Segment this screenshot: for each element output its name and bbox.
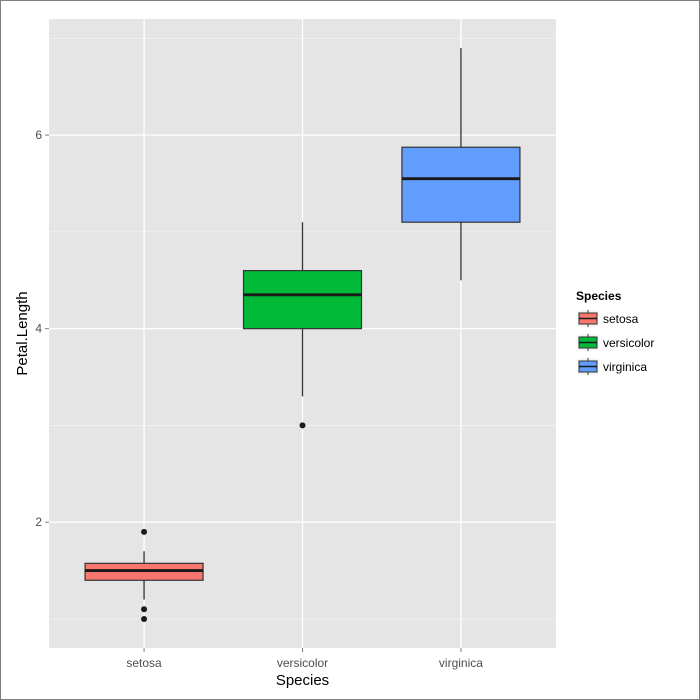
outlier-point (141, 528, 148, 535)
legend-label: virginica (603, 360, 647, 374)
box-setosa (84, 528, 204, 622)
outlier-point (299, 422, 306, 429)
box-versicolor (242, 222, 363, 429)
legend-key-versicolor (576, 333, 600, 352)
y-axis-title: Petal.Length (14, 291, 31, 375)
y-tick-label: 6 (35, 128, 42, 142)
box-virginica (401, 48, 521, 281)
y-tick-label: 4 (35, 322, 42, 336)
legend-label: versicolor (603, 336, 654, 350)
boxes-layer (84, 48, 521, 622)
x-axis: setosa versicolor virginica (126, 648, 483, 670)
x-tick-label: setosa (126, 656, 162, 670)
box-iqr (242, 270, 363, 330)
outlier-point (141, 615, 148, 622)
box-iqr (401, 146, 521, 223)
legend-key-setosa (576, 309, 600, 328)
y-axis: 2 4 6 (35, 128, 49, 529)
x-axis-title: Species (276, 672, 329, 689)
legend: Species setosa versicolor virginica (576, 289, 654, 376)
outlier-point (141, 606, 148, 613)
x-tick-label: versicolor (277, 656, 328, 670)
legend-label: setosa (603, 312, 639, 326)
y-tick-label: 2 (35, 515, 42, 529)
legend-key-virginica (576, 357, 600, 376)
legend-title: Species (576, 289, 622, 303)
x-tick-label: virginica (439, 656, 483, 670)
